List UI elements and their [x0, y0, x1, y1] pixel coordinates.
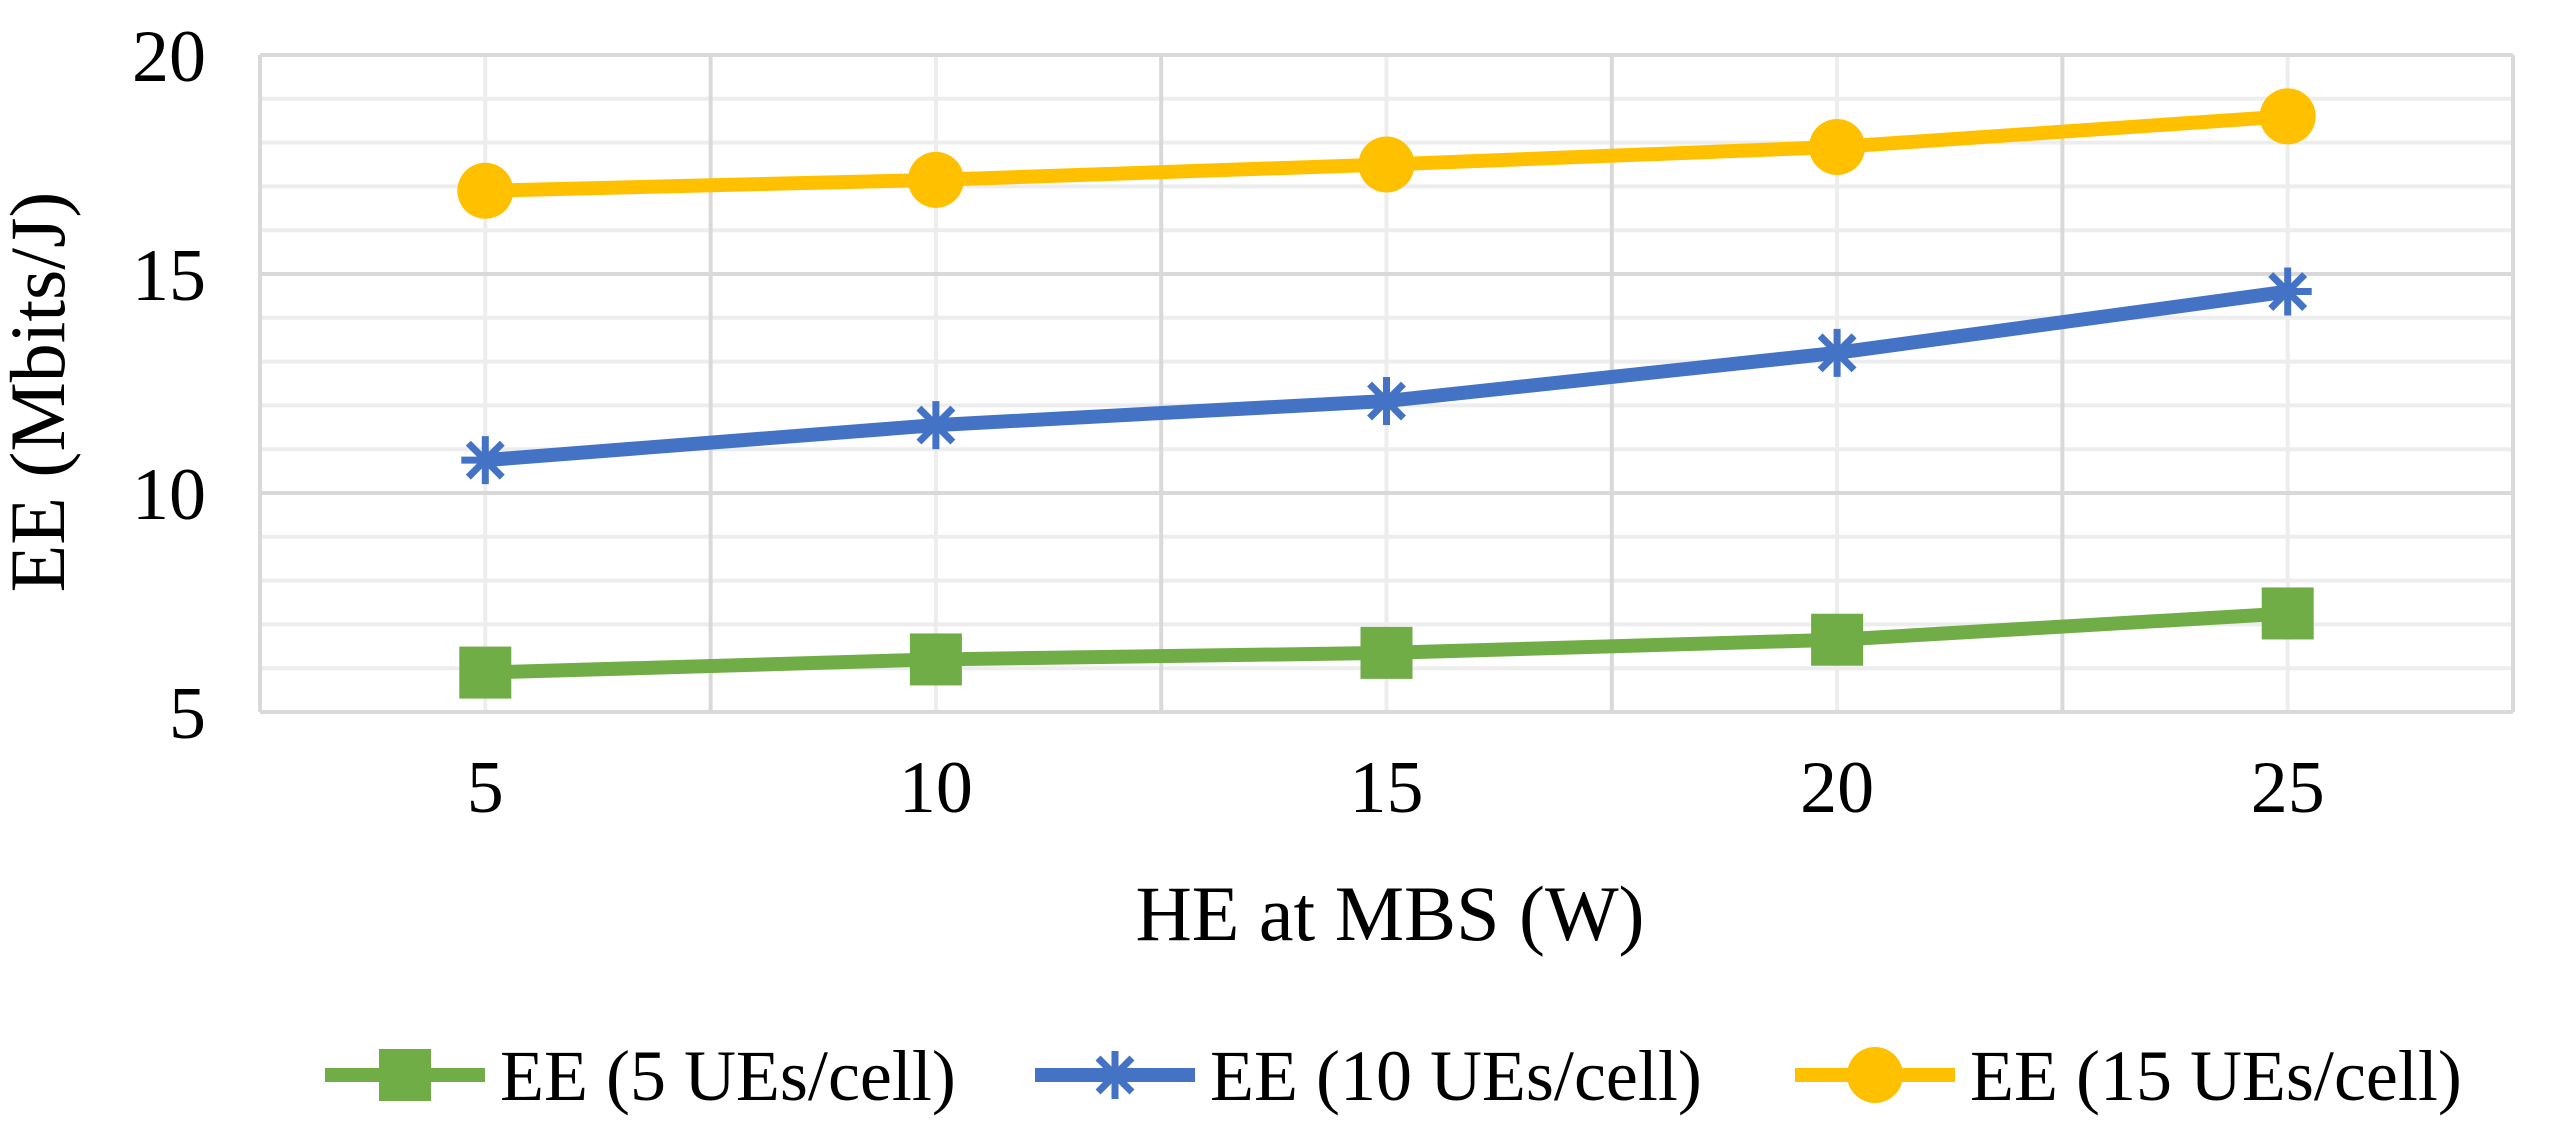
- legend-label: EE (5 UEs/cell): [500, 1036, 956, 1116]
- data-point-circle: [1809, 118, 1866, 175]
- data-point-square: [909, 633, 962, 686]
- y-tick-label: 5: [169, 673, 206, 755]
- legend-label: EE (10 UEs/cell): [1210, 1036, 1702, 1116]
- data-point-square: [2261, 587, 2314, 640]
- data-point-square: [1811, 613, 1864, 666]
- y-tick-label: 20: [132, 16, 206, 98]
- x-tick-label: 25: [2251, 747, 2325, 829]
- legend-label: EE (15 UEs/cell): [1970, 1036, 2462, 1116]
- data-point-star: [1362, 377, 1411, 426]
- data-point-circle: [907, 151, 964, 208]
- data-point-star: [461, 436, 510, 485]
- data-point-square: [459, 646, 512, 699]
- data-point-square: [1360, 626, 1413, 679]
- series-layer: [457, 88, 2316, 699]
- data-point-circle: [457, 162, 514, 219]
- data-point-star: [2263, 267, 2312, 316]
- legend-marker-star: [1091, 1051, 1139, 1099]
- legend-marker-circle: [1847, 1047, 1903, 1103]
- y-tick-label: 15: [132, 235, 206, 317]
- x-tick-label: 20: [1800, 747, 1874, 829]
- legend: EE (5 UEs/cell) EE (10 UEs/cell) EE (15 UE…: [325, 1036, 2462, 1116]
- legend-marker-square: [379, 1049, 431, 1101]
- x-tick-label: 5: [467, 747, 504, 829]
- x-tick-label: 10: [899, 747, 973, 829]
- x-axis-label: HE at MBS (W): [1135, 870, 1644, 957]
- data-point-star: [1813, 328, 1862, 377]
- tick-labels: 5 10 15 20 5 10 15 20 25: [132, 16, 2325, 829]
- data-point-star: [911, 401, 960, 450]
- x-tick-label: 15: [1350, 747, 1424, 829]
- data-point-circle: [1358, 136, 1415, 193]
- y-tick-label: 10: [132, 454, 206, 536]
- y-axis-label: EE (Mbits/J): [0, 192, 81, 593]
- data-point-circle: [2259, 88, 2316, 145]
